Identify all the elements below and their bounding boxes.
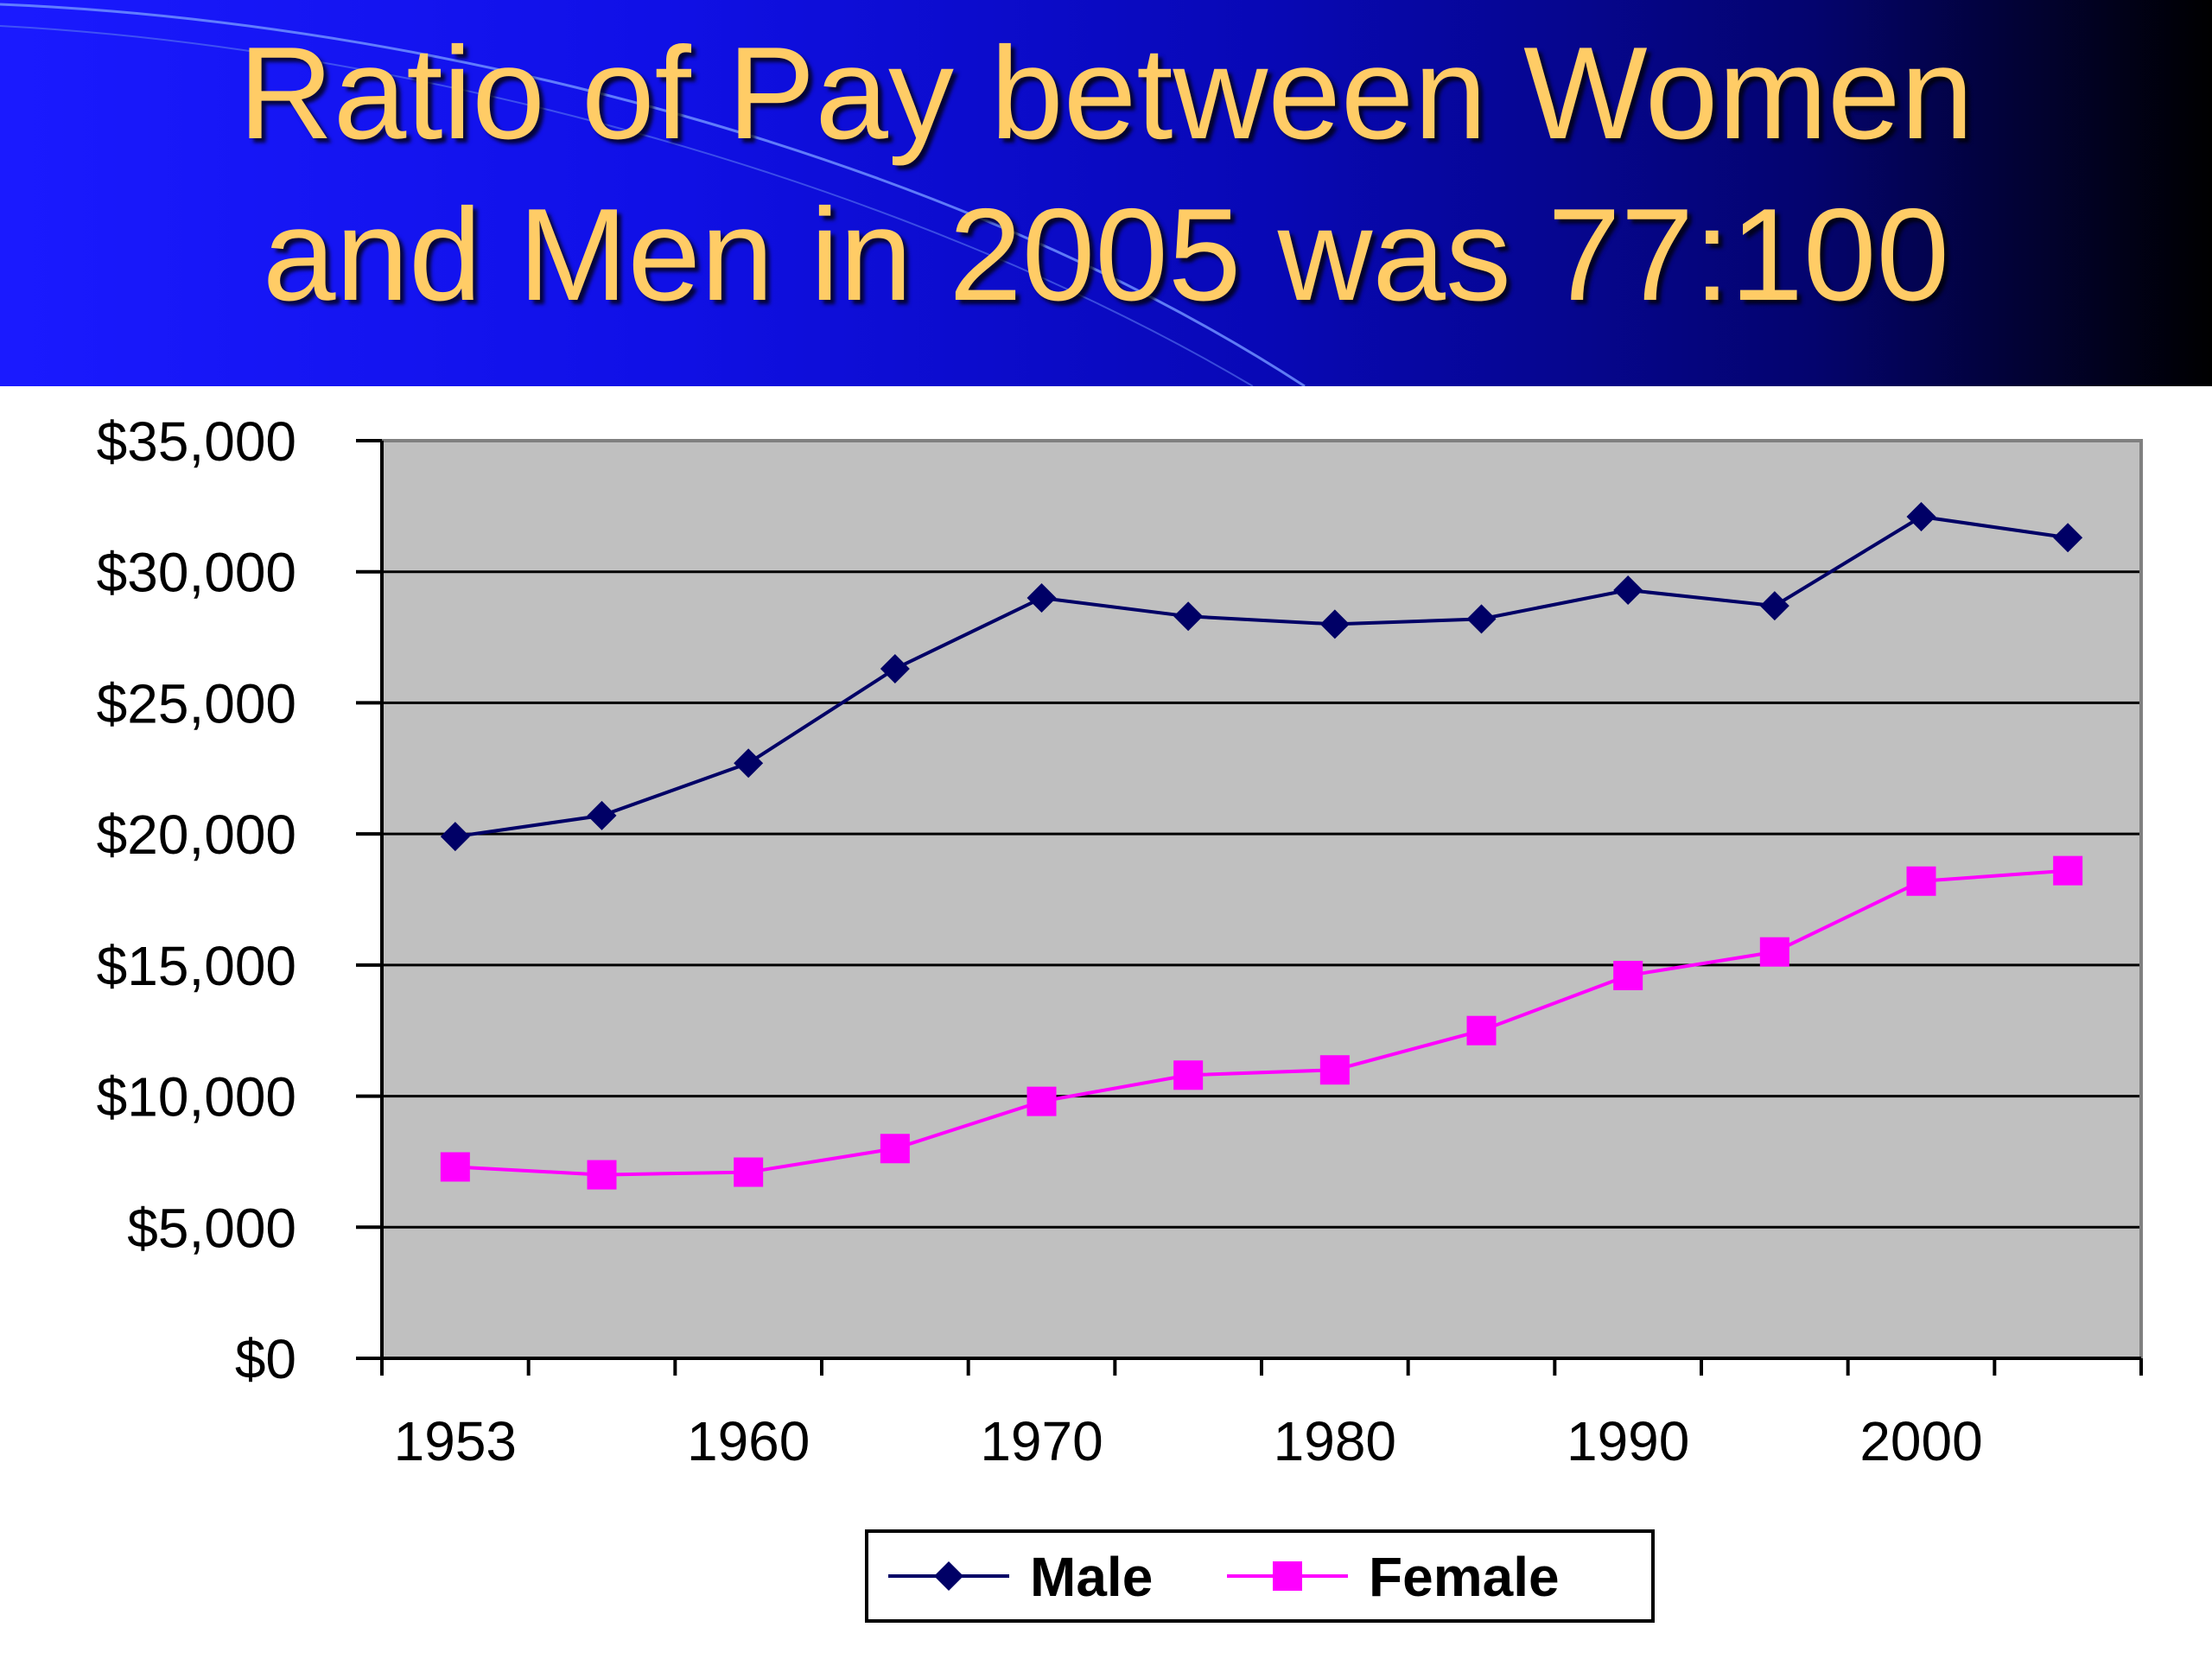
y-tick-label: $20,000	[97, 804, 296, 866]
series-female	[440, 855, 2083, 1190]
legend-female-square-icon	[1273, 1561, 1302, 1591]
title-banner: Ratio of Pay between Women and Men in 20…	[0, 0, 2212, 386]
series-line-male	[454, 514, 2069, 839]
legend: Male Female	[865, 1529, 1655, 1623]
x-tick-label: 1953	[394, 1410, 517, 1472]
y-tick-label: $25,000	[97, 672, 296, 734]
legend-male-diamond-icon	[934, 1561, 963, 1591]
data-point-female	[1173, 1060, 1204, 1090]
data-point-male	[2053, 523, 2083, 553]
data-point-female	[734, 1157, 764, 1187]
line-chart: $0 $5,000 $10,000 $15,000 $20,000 $25,000 $30,…	[97, 410, 2143, 1623]
banner-swoosh-decoration	[0, 3, 1306, 386]
data-point-female	[1613, 960, 1643, 990]
data-point-female	[1027, 1086, 1057, 1116]
data-point-male	[1759, 591, 1789, 621]
chart-title-line-1: Ratio of Pay between Women	[238, 20, 1974, 167]
y-axis-tick-labels: $0 $5,000 $10,000 $15,000 $20,000 $25,000 $30,…	[97, 410, 296, 1390]
series-line-female	[454, 868, 2069, 1177]
data-point-male	[440, 822, 470, 852]
x-tick-label: 2000	[1859, 1410, 1982, 1472]
gridlines	[382, 570, 2141, 1229]
data-point-male	[1466, 604, 1497, 634]
axes	[356, 439, 2143, 1376]
data-point-female	[1466, 1015, 1497, 1046]
series-male	[440, 501, 2083, 852]
data-point-female	[440, 1152, 470, 1182]
data-point-male	[1906, 501, 1936, 531]
chart-title-line-2: and Men in 2005 was 77:100	[262, 181, 1950, 328]
x-tick-label: 1990	[1567, 1410, 1689, 1472]
data-point-male	[1027, 583, 1057, 613]
x-axis-tick-labels: 1953 1960 1970 1980 1990 2000	[394, 1410, 1983, 1472]
y-tick-label: $5,000	[127, 1197, 296, 1259]
legend-male-label: Male	[1030, 1546, 1153, 1608]
data-point-male	[1613, 575, 1643, 605]
y-tick-label: $0	[235, 1328, 296, 1390]
x-tick-label: 1980	[1274, 1410, 1396, 1472]
y-tick-label: $30,000	[97, 542, 296, 604]
data-point-female	[1319, 1055, 1350, 1085]
data-point-female	[1906, 866, 1936, 896]
data-point-male	[1173, 601, 1204, 632]
y-tick-label: $15,000	[97, 935, 296, 997]
data-point-male	[880, 653, 910, 683]
y-tick-label: $35,000	[97, 410, 296, 473]
data-point-male	[1319, 609, 1350, 639]
x-tick-label: 1970	[980, 1410, 1103, 1472]
data-point-female	[587, 1160, 617, 1190]
series-layer	[440, 501, 2083, 1190]
data-point-female	[2053, 855, 2083, 886]
data-point-male	[587, 800, 617, 830]
plot-area	[382, 441, 2141, 1358]
data-point-female	[1759, 937, 1789, 967]
data-point-female	[880, 1134, 910, 1164]
data-point-male	[734, 748, 764, 779]
legend-female-label: Female	[1369, 1546, 1560, 1608]
x-tick-label: 1960	[687, 1410, 810, 1472]
y-tick-label: $10,000	[97, 1066, 296, 1128]
